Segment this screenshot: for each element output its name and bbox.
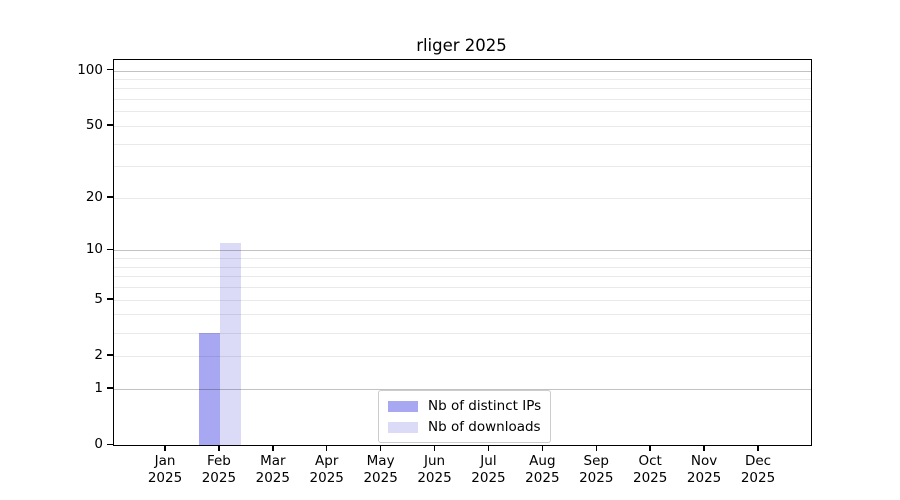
- x-tick-jan: [164, 445, 166, 452]
- y-tick-100: [107, 69, 113, 71]
- gridline-y-1: [114, 388, 811, 390]
- y-tick-label-1: 1: [94, 379, 103, 396]
- legend-swatch-distinct-ips: [388, 400, 418, 412]
- gridline-y-7: [114, 276, 811, 278]
- y-tick-label-2: 2: [94, 346, 103, 363]
- x-tick-label-dec: Dec 2025: [740, 453, 776, 486]
- y-tick-5: [107, 298, 113, 300]
- y-tick-label-100: 100: [77, 61, 103, 78]
- x-tick-nov: [703, 445, 705, 452]
- gridline-y-60: [114, 111, 811, 113]
- x-tick-label-oct: Oct 2025: [632, 453, 668, 486]
- x-tick-may: [379, 445, 382, 452]
- y-tick-20: [107, 196, 113, 198]
- x-tick-sep: [595, 445, 597, 452]
- x-tick-jul: [487, 445, 490, 452]
- x-tick-label-may: May 2025: [363, 453, 398, 486]
- gridline-y-10: [114, 250, 811, 252]
- x-tick-oct: [649, 445, 651, 452]
- y-tick-label-50: 50: [85, 116, 103, 133]
- gridline-y-80: [114, 88, 811, 90]
- y-tick-label-20: 20: [85, 188, 103, 205]
- gridline-y-90: [114, 78, 811, 80]
- bar-nb-of-downloads-feb: [219, 243, 241, 445]
- chart-title: rliger 2025: [416, 36, 507, 55]
- x-tick-dec: [757, 445, 759, 452]
- x-tick-apr: [326, 445, 328, 452]
- gridline-y-8: [114, 266, 811, 268]
- x-tick-label-sep: Sep 2025: [579, 453, 614, 486]
- plot-area: [113, 59, 812, 446]
- x-tick-label-jun: Jun 2025: [417, 453, 452, 486]
- y-tick-10: [107, 248, 113, 251]
- x-tick-label-aug: Aug 2025: [525, 453, 560, 486]
- y-tick-2: [107, 354, 113, 356]
- x-tick-label-apr: Apr 2025: [309, 453, 344, 486]
- legend-item-downloads: Nb of downloads: [388, 418, 541, 436]
- y-tick-0: [107, 443, 113, 445]
- gridline-y-9: [114, 258, 811, 260]
- gridline-y-70: [114, 99, 811, 101]
- gridline-y-20: [114, 197, 811, 199]
- x-tick-feb: [218, 445, 220, 452]
- gridline-y-6: [114, 287, 811, 289]
- y-tick-label-0: 0: [94, 436, 103, 452]
- x-tick-label-feb: Feb 2025: [201, 453, 237, 486]
- legend-label-downloads: Nb of downloads: [428, 419, 541, 435]
- gridline-y-3: [114, 332, 811, 334]
- x-tick-label-mar: Mar 2025: [255, 453, 290, 486]
- legend-swatch-downloads: [388, 421, 418, 433]
- legend-label-distinct-ips: Nb of distinct IPs: [428, 398, 542, 414]
- x-tick-label-nov: Nov 2025: [686, 453, 722, 486]
- x-tick-jun: [433, 445, 436, 452]
- y-tick-1: [107, 387, 113, 389]
- y-tick-label-5: 5: [94, 290, 103, 307]
- x-tick-label-jan: Jan 2025: [147, 453, 183, 486]
- y-tick-label-10: 10: [85, 241, 103, 258]
- gridline-y-40: [114, 143, 811, 145]
- gridline-y-30: [114, 166, 811, 168]
- gridline-y-2: [114, 355, 811, 357]
- x-tick-aug: [541, 445, 544, 452]
- x-tick-label-jul: Jul 2025: [471, 453, 506, 486]
- legend: Nb of distinct IPs Nb of downloads: [378, 390, 552, 443]
- gridline-y-50: [114, 125, 811, 127]
- x-tick-mar: [272, 445, 274, 452]
- legend-item-distinct-ips: Nb of distinct IPs: [388, 397, 541, 415]
- bar-nb-of-distinct-ips-feb: [198, 332, 220, 445]
- gridline-y-5: [114, 299, 811, 301]
- y-tick-50: [107, 124, 113, 126]
- gridline-y-4: [114, 314, 811, 316]
- gridline-y-100: [114, 70, 811, 72]
